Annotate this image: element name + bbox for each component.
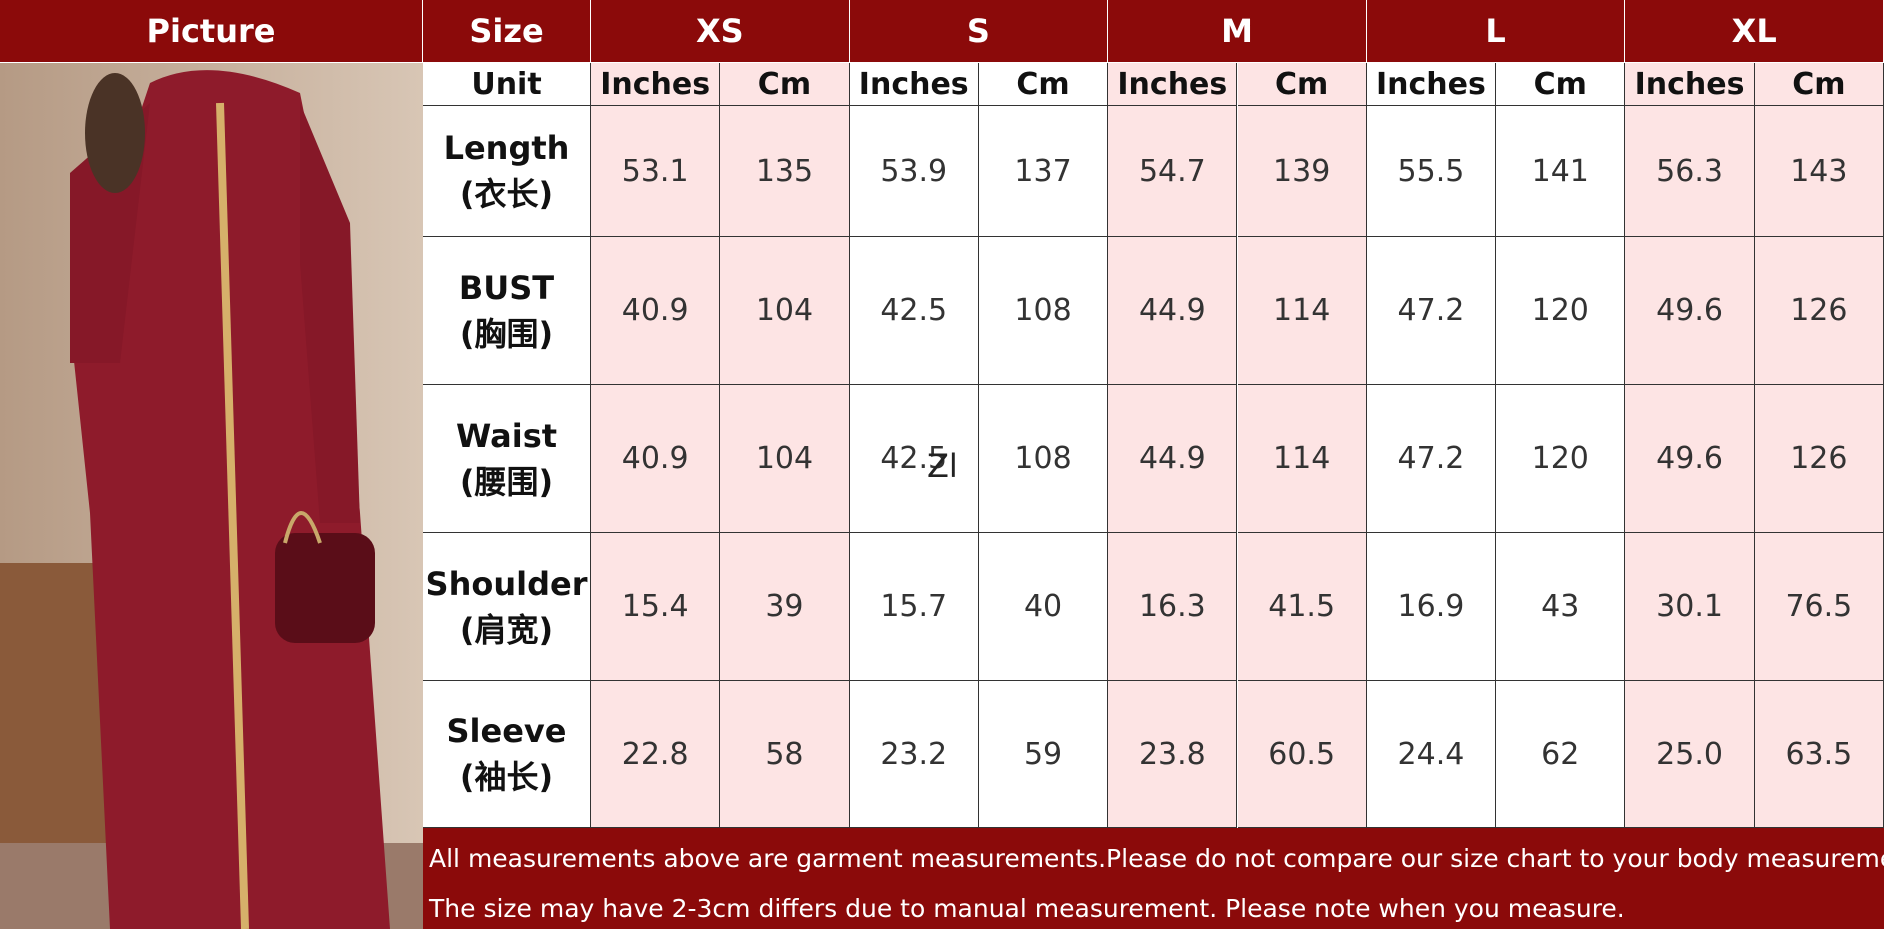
value-cell: 143 (1754, 106, 1884, 237)
value-cell: 40.9 (591, 237, 721, 385)
unit-cell: Inches (849, 63, 979, 106)
unit-cell: Cm (978, 63, 1109, 106)
header-cell: Picture (0, 0, 423, 63)
value-cell: 16.3 (1108, 533, 1238, 681)
row-label-text: BUST (458, 268, 555, 307)
value-cell: 44.9 (1108, 385, 1238, 533)
value-cell: 40.9 (591, 385, 721, 533)
size-header: L (1366, 0, 1626, 63)
value-cell: 41.5 (1237, 533, 1367, 681)
size-header: XL (1625, 0, 1884, 63)
value-cell: 120 (1496, 237, 1626, 385)
value-cell: 55.5 (1366, 106, 1497, 237)
value-cell: 60.5 (1237, 681, 1367, 828)
value-cell: 40 (978, 533, 1109, 681)
value-cell: 49.6 (1625, 237, 1755, 385)
unit-cell: Inches (1625, 63, 1755, 106)
value-cell: 63.5 (1754, 681, 1884, 828)
row-label-text: (腰围) (459, 462, 554, 501)
header-cell: Size (423, 0, 591, 63)
row-label-text: Shoulder (425, 564, 588, 603)
value-cell: 56.3 (1625, 106, 1755, 237)
value-cell: 120 (1496, 385, 1626, 533)
value-cell: 23.2 (849, 681, 979, 828)
value-cell: 53.9 (849, 106, 979, 237)
unit-cell: Cm (1496, 63, 1626, 106)
value-cell: 22.8 (591, 681, 721, 828)
value-cell: 141 (1496, 106, 1626, 237)
value-cell: 47.2 (1366, 237, 1497, 385)
unit-cell: Cm (1237, 63, 1367, 106)
value-cell: 42.5 (849, 237, 979, 385)
value-cell: 42.5 (849, 385, 979, 533)
value-cell: 108 (978, 385, 1109, 533)
row-label-text: Length (443, 129, 570, 167)
unit-label: Unit (423, 63, 591, 106)
value-cell: 16.9 (1366, 533, 1497, 681)
value-cell: 59 (978, 681, 1109, 828)
value-cell: 53.1 (591, 106, 721, 237)
row-label-text: Sleeve (446, 712, 567, 750)
value-cell: 126 (1754, 237, 1884, 385)
note: All measurements above are garment measu… (429, 844, 1886, 873)
value-cell: 104 (720, 385, 850, 533)
row-label: Shoulder (肩宽) (423, 533, 591, 681)
stray-text: Zl (927, 447, 958, 485)
value-cell: 49.6 (1625, 385, 1755, 533)
value-cell: 137 (978, 106, 1109, 237)
value-cell: 114 (1237, 237, 1367, 385)
value-cell: 39 (720, 533, 850, 681)
product-picture (0, 63, 423, 929)
value-cell: 104 (720, 237, 850, 385)
value-cell: 62 (1496, 681, 1626, 828)
row-label-text: (肩宽) (459, 610, 554, 649)
value-cell: 43 (1496, 533, 1626, 681)
unit-cell: Cm (1754, 63, 1884, 106)
value-cell: 54.7 (1108, 106, 1238, 237)
value-cell: 24.4 (1366, 681, 1497, 828)
unit-cell: Inches (1108, 63, 1238, 106)
row-label: Sleeve (袖长) (423, 681, 591, 828)
value-cell: 30.1 (1625, 533, 1755, 681)
value-cell: 58 (720, 681, 850, 828)
unit-cell: Inches (591, 63, 721, 106)
value-cell: 76.5 (1754, 533, 1884, 681)
size-header: S (849, 0, 1109, 63)
value-cell: 15.7 (849, 533, 979, 681)
row-label: Length (衣长) (423, 106, 591, 237)
value-cell: 44.9 (1108, 237, 1238, 385)
note: The size may have 2-3cm differs due to m… (429, 894, 1625, 923)
unit-cell: Cm (720, 63, 850, 106)
value-cell: 15.4 (591, 533, 721, 681)
value-cell: 139 (1237, 106, 1367, 237)
value-cell: 108 (978, 237, 1109, 385)
size-header: XS (591, 0, 850, 63)
value-cell: 47.2 (1366, 385, 1497, 533)
value-cell: 126 (1754, 385, 1884, 533)
size-header: M (1108, 0, 1367, 63)
row-label: Waist (腰围) (423, 385, 591, 533)
row-label-text: Waist (455, 416, 558, 455)
row-label-text: (胸围) (459, 314, 554, 353)
row-label-text: (衣长) (459, 175, 554, 213)
notes: All measurements above are garment measu… (423, 828, 1886, 929)
row-label-text: (袖长) (459, 758, 554, 796)
value-cell: 23.8 (1108, 681, 1238, 828)
row-label: BUST (胸围) (423, 237, 591, 385)
unit-cell: Inches (1366, 63, 1497, 106)
value-cell: 135 (720, 106, 850, 237)
value-cell: 25.0 (1625, 681, 1755, 828)
value-cell: 114 (1237, 385, 1367, 533)
